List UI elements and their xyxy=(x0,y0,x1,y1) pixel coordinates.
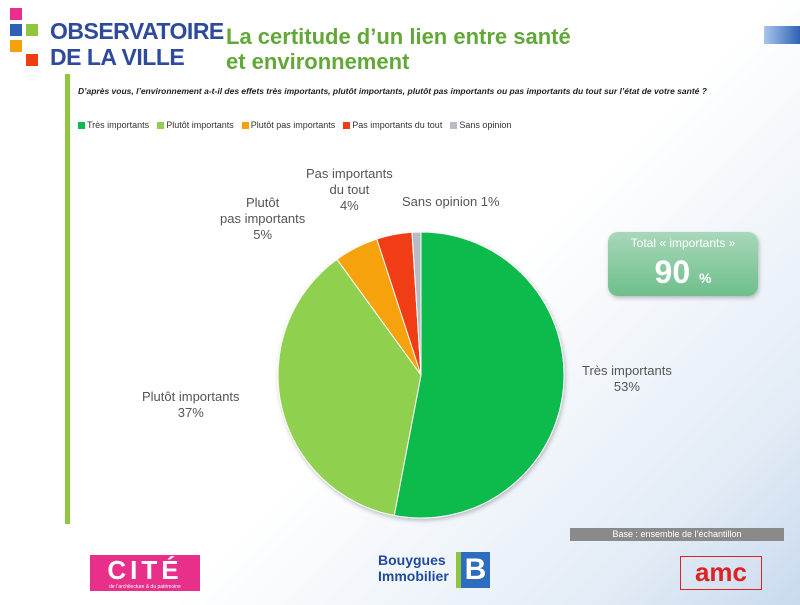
slice-label-sans-opinion: Sans opinion 1% xyxy=(402,194,500,210)
cite-logo: CITÉ de l’architecture & du patrimoine xyxy=(90,555,200,591)
legend-item: Sans opinion xyxy=(450,120,511,130)
corner-decoration xyxy=(764,26,800,44)
base-note: Base : ensemble de l’échantillon xyxy=(570,528,784,541)
logo-square-orange xyxy=(10,40,22,52)
label-text: Pas importants xyxy=(306,166,393,181)
slice-plutot-importants xyxy=(277,258,422,517)
label-text: Plutôt xyxy=(246,195,280,210)
divider-line xyxy=(65,74,70,524)
slice-label-pas-importants-du-tout: Pas importants du tout 4% xyxy=(306,166,393,214)
label-text: Sans opinion 1% xyxy=(402,194,500,209)
legend-label: Sans opinion xyxy=(459,120,512,130)
title-line-1: La certitude d’un lien entre santé xyxy=(226,24,571,49)
total-importants-box: Total « importants » 90 % xyxy=(608,232,758,296)
logo-square-pink xyxy=(10,8,22,20)
legend-item: Plutôt importants xyxy=(157,120,234,130)
logo-square-green xyxy=(26,24,38,36)
slice-sans-opinion xyxy=(411,231,422,376)
legend-swatch xyxy=(78,121,85,129)
logo-square-red xyxy=(26,54,38,66)
legend-label: Très importants xyxy=(87,120,150,130)
legend-item: Pas importants du tout xyxy=(343,120,442,130)
label-text: pas importants xyxy=(220,211,306,226)
cite-tagline: de l’architecture & du patrimoine xyxy=(109,584,181,590)
title-line-2: et environnement xyxy=(226,49,410,74)
total-number: 90 xyxy=(654,254,691,290)
total-unit: % xyxy=(699,270,712,286)
logo-square-blue xyxy=(10,24,22,36)
legend-swatch xyxy=(241,121,249,129)
legend-swatch xyxy=(450,121,458,129)
total-value: 90 % xyxy=(608,254,758,291)
legend-item: Très importants xyxy=(78,120,149,130)
label-value: 37% xyxy=(177,405,204,420)
bouygues-line-2: Immobilier xyxy=(378,568,449,584)
legend-item: Plutôt pas importants xyxy=(241,120,336,130)
logo-line-1: OBSERVATOIRE xyxy=(50,18,224,44)
logo-line-2: DE LA VILLE xyxy=(50,44,185,70)
label-text: Très importants xyxy=(582,363,672,378)
cite-logo-text: CITÉ xyxy=(107,555,183,585)
label-text: du tout xyxy=(329,182,370,197)
bouygues-b-mark: B xyxy=(456,552,490,588)
observatoire-logo: OBSERVATOIRE DE LA VILLE xyxy=(50,18,224,70)
total-label: Total « importants » xyxy=(630,236,736,250)
legend-swatch xyxy=(343,121,351,129)
label-value: 4% xyxy=(339,198,359,213)
amc-logo: amc xyxy=(680,556,762,590)
label-text: Plutôt importants xyxy=(142,389,240,404)
slice-label-plutot-pas-importants: Plutôt pas importants 5% xyxy=(220,195,305,243)
label-value: 53% xyxy=(613,379,640,394)
bouygues-line-1: Bouygues xyxy=(378,552,446,568)
logo-squares xyxy=(6,6,46,68)
legend-label: Pas importants du tout xyxy=(352,120,443,130)
page-title: La certitude d’un lien entre santé et en… xyxy=(226,24,571,74)
legend-label: Plutôt importants xyxy=(166,120,234,130)
label-value: 5% xyxy=(253,227,273,242)
survey-question: D’après vous, l’environnement a-t-il des… xyxy=(78,86,707,96)
slice-label-plutot-importants: Plutôt importants 37% xyxy=(142,389,240,421)
slice-tres-importants xyxy=(393,231,565,519)
legend-swatch xyxy=(157,121,165,129)
bouygues-logo: Bouygues Immobilier xyxy=(378,552,449,584)
legend-label: Plutôt pas importants xyxy=(250,120,336,130)
slice-label-tres-importants: Très importants 53% xyxy=(582,363,672,395)
chart-legend: Très importants Plutôt importants Plutôt… xyxy=(78,120,511,130)
